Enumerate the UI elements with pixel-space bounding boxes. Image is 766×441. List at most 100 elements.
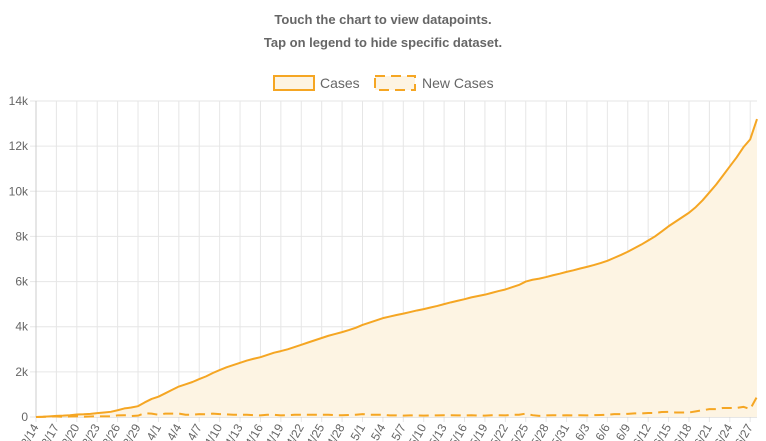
data-point-cases[interactable] (297, 341, 305, 349)
data-point-new-cases[interactable] (46, 413, 54, 421)
data-point-new-cases[interactable] (393, 411, 401, 419)
legend-label-new-cases[interactable]: New Cases (422, 75, 494, 91)
data-point-new-cases[interactable] (481, 412, 489, 420)
data-point-cases[interactable] (739, 143, 747, 151)
data-point-cases[interactable] (345, 326, 353, 334)
data-point-cases[interactable] (644, 236, 652, 244)
data-point-cases[interactable] (263, 351, 271, 359)
data-point-new-cases[interactable] (270, 411, 278, 419)
data-point-new-cases[interactable] (120, 411, 128, 419)
legend-item-new-cases[interactable]: New Cases (374, 75, 494, 91)
data-point-cases[interactable] (290, 343, 298, 351)
data-point-cases[interactable] (569, 266, 577, 274)
data-point-cases[interactable] (597, 259, 605, 267)
data-point-new-cases[interactable] (569, 411, 577, 419)
data-point-cases[interactable] (495, 287, 503, 295)
data-point-cases[interactable] (420, 305, 428, 313)
data-point-cases[interactable] (413, 306, 421, 314)
data-point-cases[interactable] (250, 355, 258, 363)
data-point-new-cases[interactable] (651, 409, 659, 417)
data-point-cases[interactable] (556, 270, 564, 278)
data-point-new-cases[interactable] (148, 410, 156, 418)
data-point-cases[interactable] (243, 357, 251, 365)
data-point-new-cases[interactable] (188, 411, 196, 419)
data-point-new-cases[interactable] (406, 411, 414, 419)
data-point-cases[interactable] (542, 273, 550, 281)
data-point-new-cases[interactable] (338, 411, 346, 419)
data-point-cases[interactable] (318, 334, 326, 342)
data-point-cases[interactable] (195, 375, 203, 383)
data-point-cases[interactable] (324, 332, 332, 340)
data-point-cases[interactable] (256, 353, 264, 361)
data-point-cases[interactable] (678, 213, 686, 221)
data-point-cases[interactable] (610, 254, 618, 262)
legend-swatch-cases[interactable] (273, 75, 315, 91)
data-point-cases[interactable] (222, 363, 230, 371)
data-point-new-cases[interactable] (733, 404, 741, 412)
data-point-new-cases[interactable] (597, 411, 605, 419)
data-point-cases[interactable] (209, 369, 217, 377)
data-point-new-cases[interactable] (134, 412, 142, 420)
data-point-new-cases[interactable] (535, 412, 543, 420)
data-point-new-cases[interactable] (195, 410, 203, 418)
data-point-new-cases[interactable] (542, 411, 550, 419)
data-point-new-cases[interactable] (726, 404, 734, 412)
data-point-cases[interactable] (529, 276, 537, 284)
data-point-new-cases[interactable] (318, 411, 326, 419)
data-point-cases[interactable] (624, 248, 632, 256)
data-point-new-cases[interactable] (692, 407, 700, 415)
data-point-new-cases[interactable] (243, 411, 251, 419)
data-point-cases[interactable] (651, 232, 659, 240)
data-point-new-cases[interactable] (39, 413, 47, 421)
data-point-cases[interactable] (284, 345, 292, 353)
data-point-new-cases[interactable] (324, 411, 332, 419)
data-point-cases[interactable] (229, 361, 237, 369)
data-point-cases[interactable] (583, 263, 591, 271)
data-point-new-cases[interactable] (263, 411, 271, 419)
data-point-cases[interactable] (311, 336, 319, 344)
data-point-cases[interactable] (535, 275, 543, 283)
data-point-cases[interactable] (141, 398, 149, 406)
data-point-new-cases[interactable] (501, 411, 509, 419)
data-point-new-cases[interactable] (739, 403, 747, 411)
data-point-new-cases[interactable] (712, 405, 720, 413)
legend-label-cases[interactable]: Cases (320, 75, 360, 91)
data-point-new-cases[interactable] (141, 409, 149, 417)
data-point-new-cases[interactable] (522, 410, 530, 418)
data-point-cases[interactable] (474, 292, 482, 300)
data-point-cases[interactable] (175, 383, 183, 391)
data-point-cases[interactable] (406, 308, 414, 316)
data-point-new-cases[interactable] (379, 411, 387, 419)
data-point-cases[interactable] (705, 188, 713, 196)
data-point-new-cases[interactable] (665, 408, 673, 416)
data-point-cases[interactable] (433, 302, 441, 310)
data-point-new-cases[interactable] (345, 411, 353, 419)
data-point-new-cases[interactable] (80, 413, 88, 421)
data-point-cases[interactable] (277, 347, 285, 355)
data-point-new-cases[interactable] (413, 411, 421, 419)
data-point-new-cases[interactable] (209, 410, 217, 418)
data-point-new-cases[interactable] (433, 411, 441, 419)
data-point-new-cases[interactable] (304, 411, 312, 419)
data-point-new-cases[interactable] (576, 411, 584, 419)
data-point-new-cases[interactable] (222, 410, 230, 418)
data-point-cases[interactable] (733, 153, 741, 161)
series-line-cases[interactable] (35, 118, 758, 418)
data-point-new-cases[interactable] (175, 410, 183, 418)
data-point-cases[interactable] (461, 295, 469, 303)
data-point-cases[interactable] (617, 251, 625, 259)
data-point-cases[interactable] (712, 181, 720, 189)
data-point-cases[interactable] (719, 171, 727, 179)
data-point-new-cases[interactable] (297, 411, 305, 419)
data-point-new-cases[interactable] (637, 409, 645, 417)
data-point-cases[interactable] (188, 378, 196, 386)
data-point-new-cases[interactable] (440, 411, 448, 419)
data-point-cases[interactable] (671, 218, 679, 226)
data-point-cases[interactable] (216, 366, 224, 374)
data-point-cases[interactable] (658, 227, 666, 235)
data-point-cases[interactable] (467, 293, 475, 301)
data-point-new-cases[interactable] (372, 411, 380, 419)
data-point-new-cases[interactable] (86, 413, 94, 421)
data-point-cases[interactable] (631, 244, 639, 252)
data-point-new-cases[interactable] (399, 412, 407, 420)
